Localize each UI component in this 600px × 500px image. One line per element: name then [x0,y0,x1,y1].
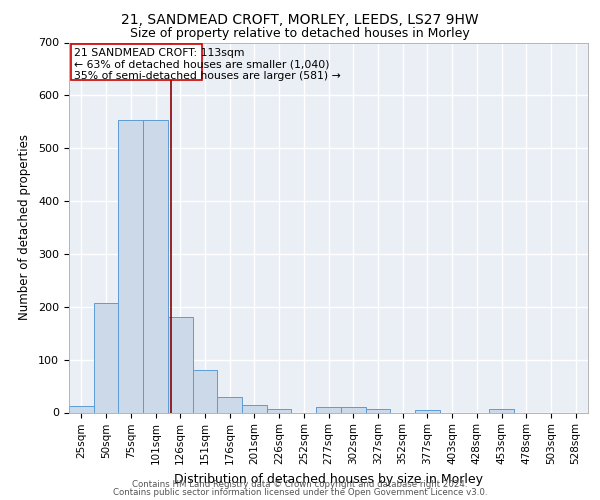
Text: Contains public sector information licensed under the Open Government Licence v3: Contains public sector information licen… [113,488,487,497]
Bar [217,396,242,412]
Text: Contains HM Land Registry data © Crown copyright and database right 2024.: Contains HM Land Registry data © Crown c… [132,480,468,489]
Bar [489,410,514,412]
Bar [242,405,267,412]
Bar [316,407,341,412]
Bar [143,120,168,412]
Text: 35% of semi-detached houses are larger (581) →: 35% of semi-detached houses are larger (… [74,71,341,81]
Text: 21, SANDMEAD CROFT, MORLEY, LEEDS, LS27 9HW: 21, SANDMEAD CROFT, MORLEY, LEEDS, LS27 … [121,12,479,26]
Bar [94,303,118,412]
X-axis label: Distribution of detached houses by size in Morley: Distribution of detached houses by size … [174,472,483,486]
FancyBboxPatch shape [71,44,202,80]
Y-axis label: Number of detached properties: Number of detached properties [18,134,31,320]
Bar [168,318,193,412]
Text: ← 63% of detached houses are smaller (1,040): ← 63% of detached houses are smaller (1,… [74,60,329,70]
Bar [267,409,292,412]
Bar [341,407,365,412]
Bar [69,406,94,412]
Bar [415,410,440,412]
Text: Size of property relative to detached houses in Morley: Size of property relative to detached ho… [130,28,470,40]
Text: 21 SANDMEAD CROFT: 113sqm: 21 SANDMEAD CROFT: 113sqm [74,48,244,58]
Bar [118,120,143,412]
Bar [365,409,390,412]
Bar [193,370,217,412]
